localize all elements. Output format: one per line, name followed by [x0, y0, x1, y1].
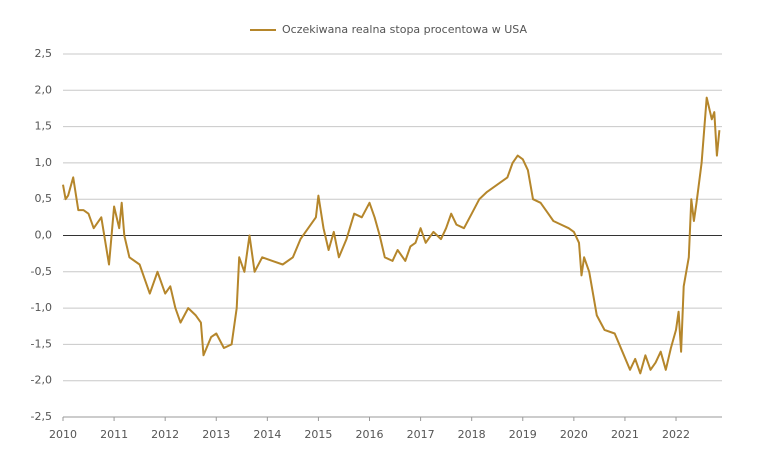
x-tick-label: 2017 [407, 428, 435, 441]
x-tick-label: 2012 [151, 428, 179, 441]
x-tick-label: 2014 [253, 428, 281, 441]
y-tick-label: -2,0 [31, 374, 52, 387]
y-tick-label: 0,5 [35, 192, 53, 205]
y-tick-label: 2,5 [35, 47, 53, 60]
y-tick-label: 0,0 [35, 229, 53, 242]
x-tick-label: 2016 [356, 428, 384, 441]
x-tick-label: 2011 [100, 428, 128, 441]
y-tick-label: -0,5 [31, 265, 52, 278]
x-tick-label: 2015 [304, 428, 332, 441]
y-tick-label: -1,5 [31, 337, 52, 350]
x-tick-label: 2018 [458, 428, 486, 441]
x-tick-label: 2022 [662, 428, 690, 441]
x-tick-label: 2019 [509, 428, 537, 441]
y-tick-label: 2,0 [35, 83, 53, 96]
y-tick-label: -2,5 [31, 410, 52, 423]
series-line [62, 96, 721, 375]
x-tick-label: 2021 [611, 428, 639, 441]
y-tick-label: -1,0 [31, 301, 52, 314]
x-tick-label: 2010 [49, 428, 77, 441]
y-tick-label: 1,5 [35, 120, 53, 133]
legend-label: Oczekiwana realna stopa procentowa w USA [282, 23, 527, 36]
x-tick-label: 2020 [560, 428, 588, 441]
x-tick-label: 2013 [202, 428, 230, 441]
y-tick-label: 1,0 [35, 156, 53, 169]
